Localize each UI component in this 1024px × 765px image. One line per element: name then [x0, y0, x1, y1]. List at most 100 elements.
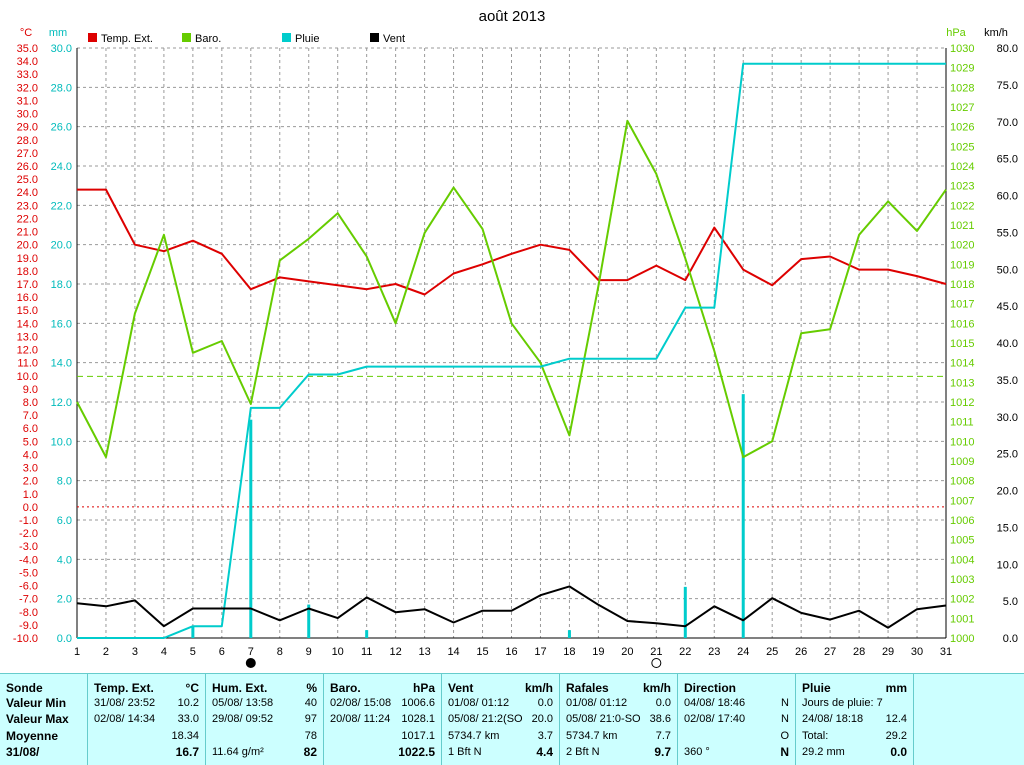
x-tick-label: 17: [534, 646, 546, 658]
y-tick-temp: 34.0: [17, 56, 38, 68]
y-tick-rain: 4.0: [57, 554, 72, 566]
x-tick-label: 7: [248, 646, 254, 658]
x-tick-label: 5: [190, 646, 196, 658]
legend-label: Vent: [383, 33, 405, 45]
y-tick-wind: 75.0: [997, 80, 1018, 92]
summary-col-baro: Baro. hPa 02/08/ 15:08 1006.6 20/08/ 11:24…: [324, 674, 442, 765]
y-tick-temp: 30.0: [17, 109, 38, 121]
legend-swatch: [182, 33, 191, 42]
y-tick-temp: 13.0: [17, 331, 38, 343]
x-tick-label: 31: [940, 646, 952, 658]
y-tick-temp: 16.0: [17, 292, 38, 304]
x-tick-label: 29: [882, 646, 894, 658]
y-tick-temp: -1.0: [19, 515, 38, 527]
y-tick-baro: 1017: [950, 299, 974, 311]
x-tick-label: 30: [911, 646, 923, 658]
y-tick-rain: 14.0: [51, 358, 72, 370]
legend-label: Temp. Ext.: [101, 33, 153, 45]
y-tick-temp: 32.0: [17, 82, 38, 94]
direction-current-note: 360 °: [684, 746, 710, 758]
summary-col-temp: Temp. Ext. °C 31/08/ 23:52 10.2 02/08/ 14:…: [88, 674, 206, 765]
y-tick-temp: -4.0: [19, 554, 38, 566]
pluie-total-label: Total:: [802, 730, 829, 742]
rafales-mean-note: 5734.7 km: [566, 730, 618, 742]
pluie-current: 0.0: [890, 745, 907, 759]
chart-axes: 1 2 3 4 5 6 7 8 9 10 11 12 13 14 15 16 17 18 19 20 21 22 23 24 2…: [13, 43, 1018, 668]
x-tick-label: 27: [824, 646, 836, 658]
axis-unit-baro: hPa: [946, 27, 966, 39]
direction-min-val: N: [781, 697, 789, 709]
rain-bar: [567, 630, 571, 638]
y-tick-rain: 10.0: [51, 436, 72, 448]
y-tick-temp: 20.0: [17, 240, 38, 252]
y-tick-temp: 10.0: [17, 371, 38, 383]
y-tick-wind: 25.0: [997, 449, 1018, 461]
x-tick-label: 10: [332, 646, 344, 658]
rain-bar: [249, 419, 253, 638]
y-tick-temp: 3.0: [23, 463, 38, 475]
y-tick-temp: 17.0: [17, 279, 38, 291]
y-tick-baro: 1022: [950, 200, 974, 212]
summary-panel: Sonde Valeur Min Valeur Max Moyenne 31/0…: [0, 673, 1024, 765]
y-tick-wind: 10.0: [997, 559, 1018, 571]
x-tick-label: 4: [161, 646, 167, 658]
y-tick-rain: 24.0: [51, 161, 72, 173]
y-tick-temp: 8.0: [23, 397, 38, 409]
hum-min-val: 40: [304, 697, 317, 709]
y-tick-wind: 45.0: [997, 301, 1018, 313]
y-tick-rain: 2.0: [57, 594, 72, 606]
y-tick-wind: 35.0: [997, 375, 1018, 387]
rain-bar: [741, 394, 745, 638]
y-tick-temp: 26.0: [17, 161, 38, 173]
legend-swatch: [88, 33, 97, 42]
y-tick-baro: 1024: [950, 161, 974, 173]
chart-marks: [76, 62, 947, 639]
y-tick-rain: 6.0: [57, 515, 72, 527]
temp-min-ts: 31/08/ 23:52: [94, 697, 156, 709]
y-tick-wind: 5.0: [1003, 596, 1018, 608]
y-tick-wind: 65.0: [997, 154, 1018, 166]
series-line-temp: [77, 188, 947, 296]
y-tick-baro: 1015: [950, 338, 974, 350]
summary-col-sonde: Sonde Valeur Min Valeur Max Moyenne 31/0…: [0, 674, 88, 765]
y-tick-temp: 4.0: [23, 449, 38, 461]
summary-col-hum: Hum. Ext.% 05/08/ 13:58 40 29/08/ 09:52 97…: [206, 674, 324, 765]
y-tick-baro: 1007: [950, 495, 974, 507]
y-tick-baro: 1005: [950, 535, 974, 547]
axis-unit-wind: km/h: [984, 27, 1008, 39]
row-label-min: Valeur Min: [6, 696, 67, 710]
y-tick-temp: 9.0: [23, 384, 38, 396]
hum-min-ts: 05/08/ 13:58: [212, 697, 274, 709]
temp-header: Temp. Ext.: [94, 681, 154, 695]
x-tick-label: 22: [679, 646, 691, 658]
y-tick-baro: 1008: [950, 476, 974, 488]
hum-mean: 78: [304, 730, 317, 742]
moon-full-icon: [651, 658, 662, 668]
y-tick-temp: 18.0: [17, 266, 38, 278]
y-tick-temp: 12.0: [17, 345, 38, 357]
axis-unit-labels: °C mm hPa km/h: [20, 27, 1008, 39]
y-tick-rain: 0.0: [57, 633, 72, 645]
x-tick-label: 20: [621, 646, 633, 658]
y-tick-baro: 1012: [950, 397, 974, 409]
x-tick-label: 23: [708, 646, 720, 658]
baro-current: 1022.5: [398, 745, 435, 759]
axis-unit-rain: mm: [49, 27, 67, 39]
y-tick-rain: 26.0: [51, 122, 72, 134]
x-tick-label: 1: [74, 646, 80, 658]
rafales-current: 9.7: [654, 745, 671, 759]
y-tick-temp: -7.0: [19, 594, 38, 606]
pluie-total: 29.2: [885, 730, 907, 742]
y-tick-temp: 23.0: [17, 200, 38, 212]
vent-header: Vent: [448, 681, 474, 695]
legend-label: Baro.: [195, 33, 221, 45]
hum-header: Hum. Ext.: [212, 681, 268, 695]
y-tick-temp: 6.0: [23, 423, 38, 435]
y-tick-temp: 35.0: [17, 43, 38, 55]
y-tick-wind: 0.0: [1003, 633, 1018, 645]
baro-mean: 1017.1: [401, 730, 435, 742]
y-tick-rain: 8.0: [57, 476, 72, 488]
y-tick-temp: 7.0: [23, 410, 38, 422]
y-tick-baro: 1018: [950, 279, 974, 291]
y-tick-wind: 15.0: [997, 522, 1018, 534]
